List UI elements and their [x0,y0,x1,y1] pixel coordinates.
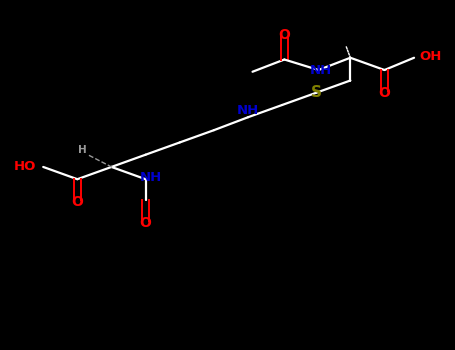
Text: O: O [140,216,152,230]
Text: HO: HO [14,160,36,174]
Text: H: H [77,146,86,155]
Text: O: O [278,28,290,42]
Text: NH: NH [140,171,162,184]
Text: NH: NH [310,63,332,77]
Text: O: O [71,195,83,209]
Text: S: S [311,85,322,100]
Text: O: O [379,86,390,100]
Text: OH: OH [420,49,442,63]
Text: NH: NH [237,104,259,117]
